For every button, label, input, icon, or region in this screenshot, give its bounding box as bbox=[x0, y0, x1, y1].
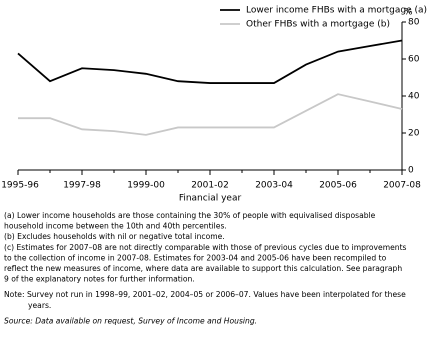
y-unit: % bbox=[404, 8, 413, 18]
x-tick-label: 1997-98 bbox=[63, 181, 101, 191]
x-tick-label: 2005-06 bbox=[319, 181, 357, 191]
y-tick-label: 80 bbox=[408, 18, 420, 28]
x-tick-label: 2001-02 bbox=[191, 181, 229, 191]
footnote: Source: Data available on request, Surve… bbox=[4, 316, 257, 325]
footnote: household income between the 10th and 40… bbox=[4, 222, 227, 231]
footnote: 9 of the explanatory notes for further i… bbox=[4, 275, 195, 284]
footnote: years. bbox=[28, 301, 51, 310]
x-tick-label: 1995-96 bbox=[1, 181, 39, 191]
footnote: reflect the new measures of income, wher… bbox=[4, 264, 402, 273]
series-line bbox=[17, 39, 403, 84]
y-tick-label: 20 bbox=[408, 129, 420, 139]
x-tick-label: 2007-08 bbox=[383, 181, 421, 191]
y-tick-label: 0 bbox=[408, 166, 414, 176]
footnote: (b) Excludes households with nil or nega… bbox=[4, 232, 225, 241]
footnote: to the collection of income in 2007-08. … bbox=[4, 253, 387, 262]
legend-label: Other FHBs with a mortgage (b) bbox=[246, 20, 390, 30]
footnote: (c) Estimates for 2007–08 are not direct… bbox=[4, 243, 407, 252]
x-axis-label: Financial year bbox=[179, 194, 242, 204]
legend-label: Lower income FHBs with a mortgage (a) bbox=[246, 6, 427, 16]
y-tick-label: 40 bbox=[408, 92, 420, 102]
footnote: (a) Lower income households are those co… bbox=[4, 211, 376, 220]
series-line bbox=[18, 93, 403, 136]
footnote: Note: Survey not run in 1998–99, 2001–02… bbox=[4, 290, 406, 299]
y-tick-label: 60 bbox=[408, 55, 420, 65]
x-tick-label: 2003-04 bbox=[255, 181, 293, 191]
x-tick-label: 1999-00 bbox=[127, 181, 165, 191]
